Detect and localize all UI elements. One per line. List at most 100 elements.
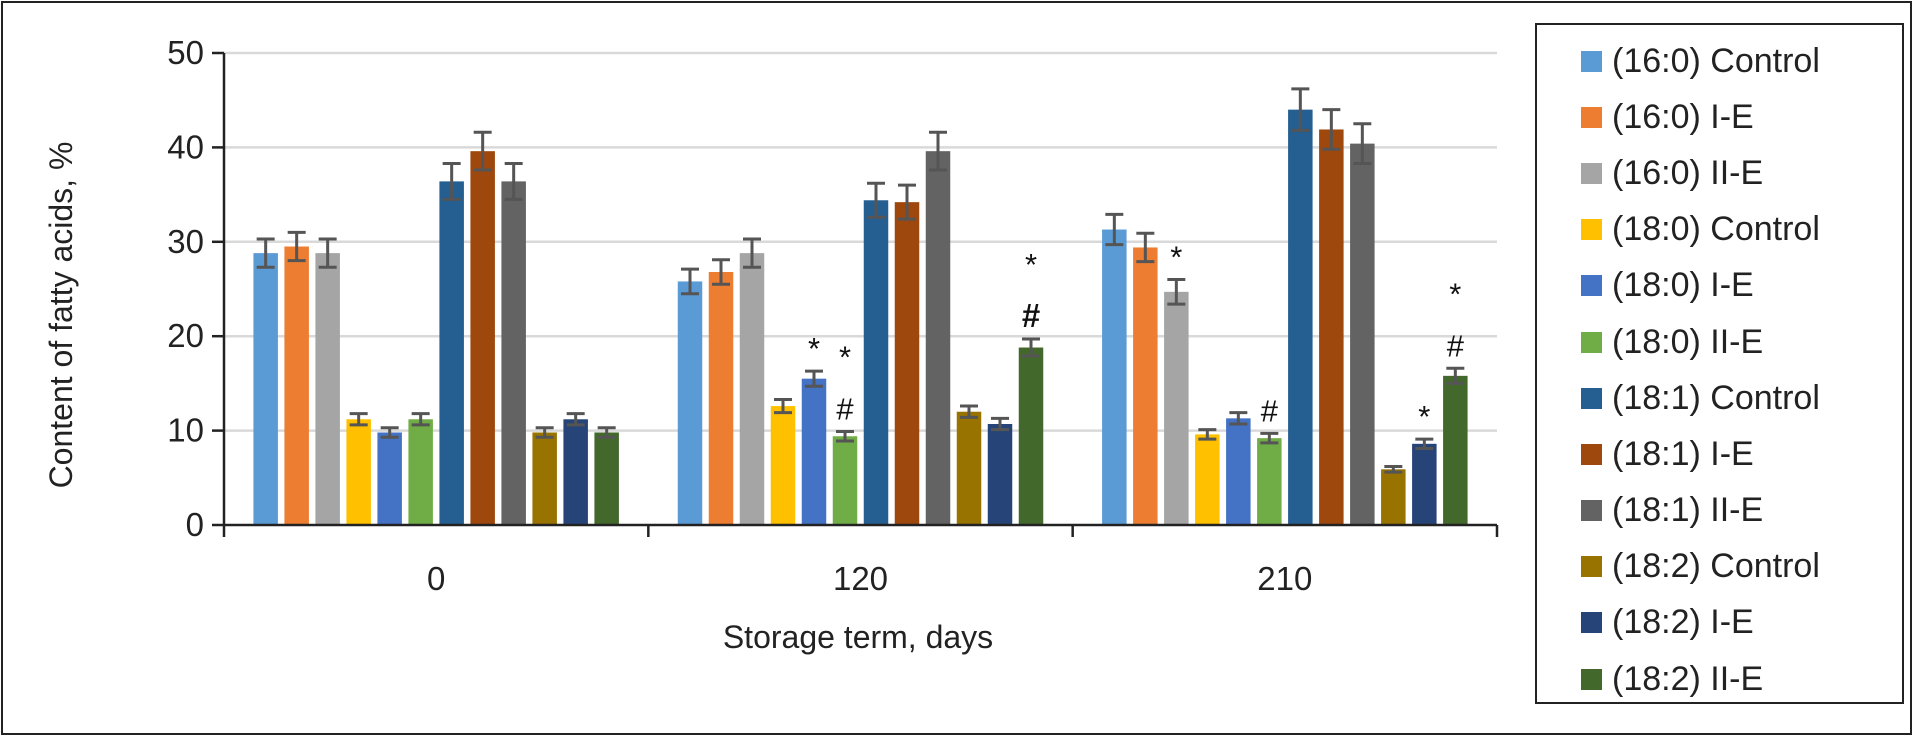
bar: [708, 272, 734, 525]
bar: [956, 411, 982, 525]
legend-swatch: [1581, 556, 1602, 578]
error-bar: [473, 130, 492, 172]
y-tick-label: 10: [167, 412, 204, 449]
error-bar: [805, 369, 823, 388]
legend-swatch: [1581, 387, 1602, 409]
error-bar: [774, 397, 792, 415]
error-bar: [1136, 231, 1155, 264]
error-bar: [380, 426, 399, 439]
legend-swatch: [1581, 500, 1602, 522]
error-bar: [1198, 428, 1217, 441]
asterisk-annotation: *: [1418, 399, 1430, 434]
y-tick-label: 40: [167, 128, 204, 165]
error-bars: [256, 87, 1465, 474]
legend-item: (18:0) I-E: [1537, 258, 1902, 314]
legend-label: (18:0) Control: [1612, 210, 1820, 249]
error-bar: [1446, 366, 1465, 385]
error-bar: [535, 426, 554, 439]
legend-item: (18:2) I-E: [1537, 595, 1902, 651]
legend-label: (16:0) Control: [1612, 41, 1820, 80]
bar: [1412, 443, 1437, 525]
bar: [253, 253, 278, 526]
bars: [253, 109, 1468, 526]
bar: [284, 246, 309, 525]
bar: [832, 436, 858, 525]
legend-item: (18:0) II-E: [1537, 314, 1902, 370]
bar: [439, 181, 464, 525]
error-bar: [442, 161, 461, 201]
bar: [315, 253, 340, 526]
legend-label: (18:1) Control: [1612, 378, 1820, 417]
legend-label: (18:0) I-E: [1612, 266, 1754, 305]
legend-item: (18:1) II-E: [1537, 483, 1902, 539]
asterisk-annotation: *: [1025, 247, 1037, 282]
error-bar: [1105, 212, 1124, 247]
bar: [470, 151, 495, 525]
legend-swatch: [1581, 50, 1602, 72]
x-tick-label: 120: [833, 560, 888, 597]
error-bar: [960, 404, 978, 419]
bar: [770, 406, 796, 525]
error-bar: [743, 237, 761, 269]
asterisk-annotation: *: [1449, 276, 1461, 311]
y-tick-label: 20: [167, 317, 204, 354]
legend-item: (16:0) I-E: [1537, 89, 1902, 145]
bar: [1226, 418, 1251, 525]
error-bar: [1415, 437, 1434, 451]
error-bar: [1384, 464, 1403, 474]
asterisk-annotation: *: [1170, 240, 1182, 275]
legend-label: (16:0) II-E: [1612, 153, 1764, 192]
hash-annotation: #: [1261, 393, 1279, 428]
bar: [594, 432, 619, 525]
legend-item: (16:0) II-E: [1537, 145, 1902, 201]
error-bar: [349, 412, 368, 427]
legend-item: (18:0) Control: [1537, 202, 1902, 258]
x-tick-label: 0: [427, 560, 445, 597]
error-bar: [504, 161, 523, 201]
legend-swatch: [1581, 106, 1602, 128]
legend-swatch: [1581, 219, 1602, 241]
bar: [1288, 109, 1313, 525]
hash-annotation: #: [1447, 328, 1465, 363]
legend-item: (18:2) II-E: [1537, 651, 1902, 707]
x-axis-title: Storage term, days: [723, 619, 993, 655]
bar: [677, 281, 703, 525]
bar: [1443, 375, 1468, 525]
bar: [1195, 434, 1220, 525]
error-bar: [836, 430, 854, 443]
legend-label: (18:2) I-E: [1612, 603, 1754, 642]
bar: [1164, 291, 1189, 525]
gridlines: [224, 51, 1497, 432]
bar: [1257, 438, 1282, 525]
significance-annotations: * * # * # * # * * #: [808, 240, 1465, 435]
legend-swatch: [1581, 443, 1602, 465]
legend-label: (18:0) II-E: [1612, 322, 1764, 361]
legend-item: (18:2) Control: [1537, 539, 1902, 595]
legend-item: (16:0) Control: [1537, 33, 1902, 89]
bar: [739, 253, 765, 526]
bar: [987, 423, 1013, 525]
bar: [377, 432, 402, 525]
error-bar: [712, 258, 730, 286]
legend-label: (18:2) Control: [1612, 547, 1820, 586]
hash-annotation: #: [836, 392, 854, 427]
legend: (16:0) Control (16:0) I-E (16:0) II-E (18:0…: [1535, 23, 1904, 704]
bar: [532, 432, 557, 525]
legend-label: (18:1) II-E: [1612, 491, 1764, 530]
error-bar: [318, 237, 337, 269]
bar: [408, 419, 433, 525]
legend-label: (18:2) II-E: [1612, 659, 1764, 698]
error-bar: [1167, 278, 1186, 306]
bar: [1319, 129, 1344, 526]
x-tick-label: 210: [1257, 560, 1312, 597]
y-axis-title: Content of fatty acids, %: [43, 142, 79, 489]
error-bar: [1291, 87, 1310, 132]
legend-swatch: [1581, 162, 1602, 184]
bar: [863, 200, 889, 525]
bar: [801, 378, 827, 525]
bar: [1018, 347, 1044, 525]
error-bar: [597, 426, 616, 439]
error-bar: [566, 412, 585, 427]
legend-swatch: [1581, 275, 1602, 297]
